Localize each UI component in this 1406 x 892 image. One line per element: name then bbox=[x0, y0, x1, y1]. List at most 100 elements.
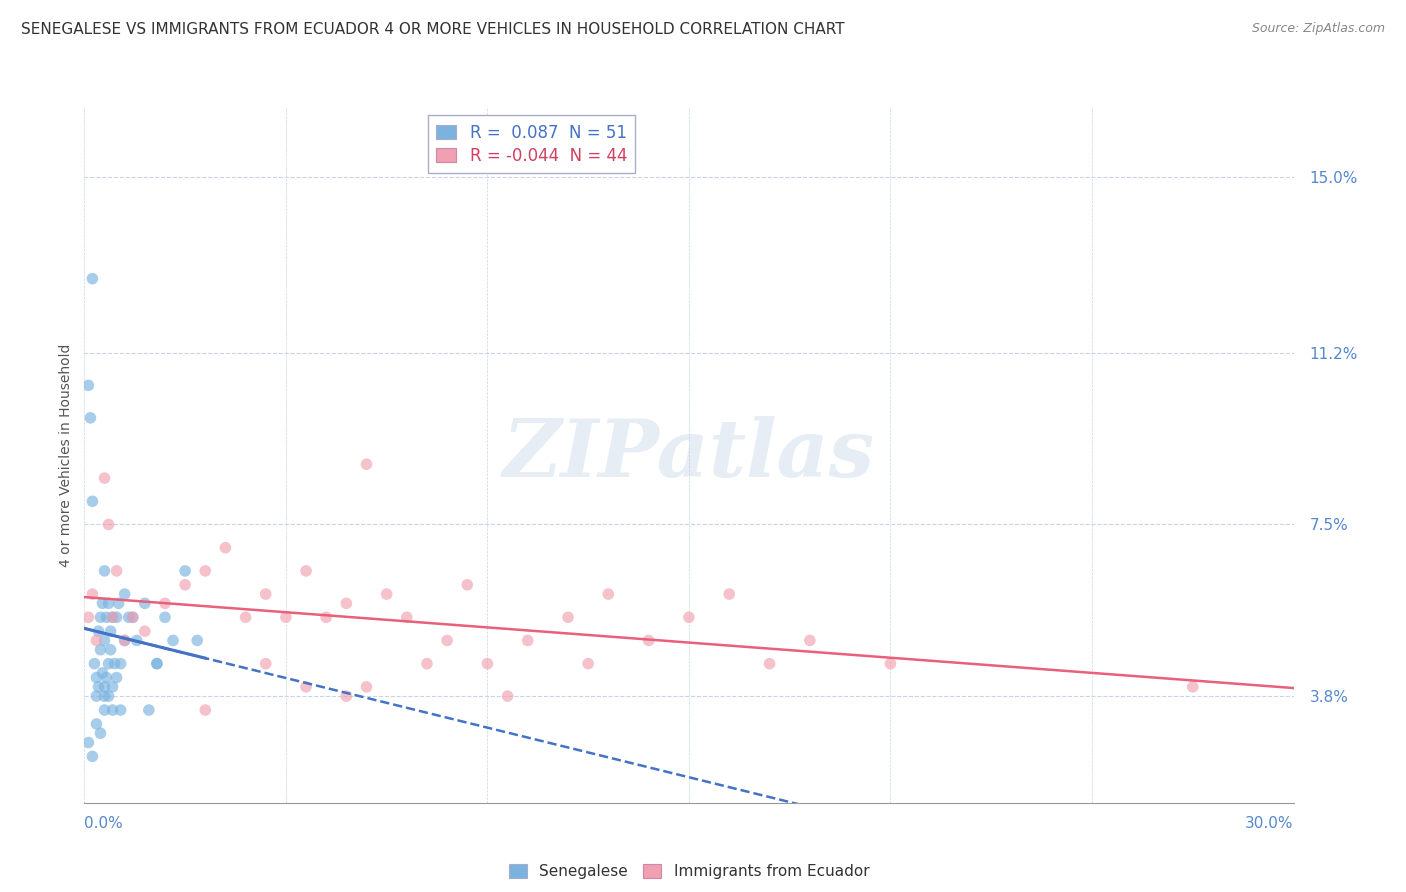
Point bbox=[174, 564, 197, 578]
Point bbox=[295, 564, 318, 578]
Point bbox=[758, 657, 780, 671]
Point bbox=[100, 642, 122, 657]
Point bbox=[105, 564, 128, 578]
Point bbox=[254, 657, 277, 671]
Point bbox=[516, 633, 538, 648]
Point bbox=[86, 717, 108, 731]
Point bbox=[97, 596, 120, 610]
Point bbox=[162, 633, 184, 648]
Point bbox=[153, 596, 176, 610]
Point bbox=[104, 657, 127, 671]
Point bbox=[356, 680, 378, 694]
Point bbox=[576, 657, 599, 671]
Point bbox=[356, 457, 378, 471]
Point bbox=[82, 271, 104, 285]
Text: SENEGALESE VS IMMIGRANTS FROM ECUADOR 4 OR MORE VEHICLES IN HOUSEHOLD CORRELATIO: SENEGALESE VS IMMIGRANTS FROM ECUADOR 4 … bbox=[21, 22, 845, 37]
Point bbox=[93, 680, 115, 694]
Text: 0.0%: 0.0% bbox=[84, 816, 124, 831]
Point bbox=[477, 657, 499, 671]
Point bbox=[97, 657, 120, 671]
Point bbox=[107, 596, 129, 610]
Point bbox=[1181, 680, 1204, 694]
Point bbox=[456, 578, 478, 592]
Point bbox=[879, 657, 901, 671]
Point bbox=[375, 587, 398, 601]
Point bbox=[83, 657, 105, 671]
Point bbox=[101, 610, 124, 624]
Text: ZIPatlas: ZIPatlas bbox=[503, 417, 875, 493]
Point bbox=[114, 587, 136, 601]
Point bbox=[335, 596, 357, 610]
Point bbox=[93, 703, 115, 717]
Point bbox=[91, 596, 114, 610]
Point bbox=[82, 494, 104, 508]
Point bbox=[186, 633, 208, 648]
Point bbox=[194, 564, 217, 578]
Point bbox=[315, 610, 337, 624]
Point bbox=[79, 410, 101, 425]
Point bbox=[86, 689, 108, 703]
Text: Source: ZipAtlas.com: Source: ZipAtlas.com bbox=[1251, 22, 1385, 36]
Point bbox=[718, 587, 741, 601]
Point bbox=[100, 624, 122, 639]
Point bbox=[416, 657, 439, 671]
Point bbox=[97, 517, 120, 532]
Point bbox=[557, 610, 579, 624]
Point bbox=[87, 624, 110, 639]
Text: 30.0%: 30.0% bbox=[1246, 816, 1294, 831]
Point bbox=[89, 726, 111, 740]
Point bbox=[436, 633, 458, 648]
Point bbox=[118, 610, 141, 624]
Point bbox=[86, 671, 108, 685]
Point bbox=[105, 610, 128, 624]
Point bbox=[110, 657, 132, 671]
Point bbox=[214, 541, 236, 555]
Point bbox=[799, 633, 821, 648]
Point bbox=[153, 610, 176, 624]
Point bbox=[598, 587, 620, 601]
Point bbox=[87, 680, 110, 694]
Point bbox=[89, 642, 111, 657]
Point bbox=[86, 633, 108, 648]
Point bbox=[254, 587, 277, 601]
Point bbox=[77, 610, 100, 624]
Point bbox=[395, 610, 418, 624]
Point bbox=[134, 596, 156, 610]
Y-axis label: 4 or more Vehicles in Household: 4 or more Vehicles in Household bbox=[59, 343, 73, 566]
Point bbox=[77, 735, 100, 749]
Point bbox=[93, 564, 115, 578]
Point bbox=[121, 610, 143, 624]
Point bbox=[96, 610, 118, 624]
Legend: Senegalese, Immigrants from Ecuador: Senegalese, Immigrants from Ecuador bbox=[502, 858, 876, 886]
Point bbox=[105, 671, 128, 685]
Point bbox=[77, 378, 100, 392]
Point bbox=[125, 633, 148, 648]
Point bbox=[96, 671, 118, 685]
Point bbox=[146, 657, 169, 671]
Point bbox=[678, 610, 700, 624]
Point bbox=[93, 633, 115, 648]
Point bbox=[335, 689, 357, 703]
Point bbox=[138, 703, 160, 717]
Point bbox=[114, 633, 136, 648]
Point bbox=[93, 689, 115, 703]
Point bbox=[121, 610, 143, 624]
Point bbox=[91, 665, 114, 680]
Point bbox=[93, 471, 115, 485]
Point bbox=[89, 610, 111, 624]
Point bbox=[82, 749, 104, 764]
Point bbox=[82, 587, 104, 601]
Point bbox=[637, 633, 659, 648]
Point bbox=[101, 703, 124, 717]
Point bbox=[146, 657, 169, 671]
Point bbox=[235, 610, 257, 624]
Point bbox=[194, 703, 217, 717]
Point bbox=[295, 680, 318, 694]
Point bbox=[101, 680, 124, 694]
Point bbox=[174, 578, 197, 592]
Point bbox=[97, 689, 120, 703]
Point bbox=[496, 689, 519, 703]
Point bbox=[134, 624, 156, 639]
Point bbox=[114, 633, 136, 648]
Point bbox=[274, 610, 297, 624]
